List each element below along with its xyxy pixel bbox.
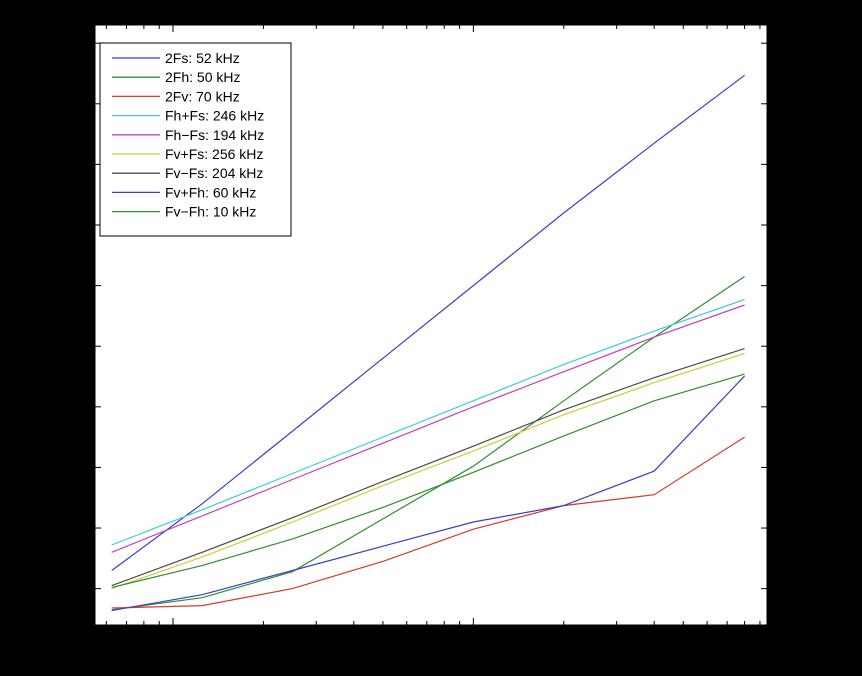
series-line: [111, 352, 745, 590]
y-tick-label: −100: [57, 338, 89, 354]
x-tick-label: 10−1: [159, 634, 186, 652]
y-tick-label: −50: [65, 35, 89, 51]
y-tick-label: −80: [65, 217, 89, 233]
y-tick-label: −90: [65, 278, 89, 294]
series-line: [111, 436, 745, 609]
series-line: [111, 276, 745, 611]
y-tick-label: −130: [57, 520, 89, 536]
legend: 2Fs: 52 kHz 2Fh: 50 kHz 2Fv: 70 kHz Fh+Fs: …: [99, 42, 292, 237]
series-line: [111, 373, 745, 588]
y-axis-label: Signal Amplitude (dB): [27, 258, 43, 393]
x-tick-label: 100: [463, 634, 485, 652]
legend-box: [99, 42, 292, 237]
y-tick-label: −120: [57, 459, 89, 475]
series-line: [111, 74, 745, 571]
y-tick-label: −70: [65, 156, 89, 172]
legend-label: Fh−Fs: 194 kHz: [165, 127, 264, 143]
series-line: [111, 375, 746, 612]
legend-label: Fv+Fh: 60 kHz: [165, 184, 256, 200]
legend-label: Fv+Fs: 256 kHz: [165, 146, 263, 162]
axis-ticks: −140 −130 −120 −110 −100 −90 −80 −70 −60 −50 10−1 1…: [57, 25, 767, 652]
x-axis-label: eta−delta−0 Amplitude (mm): [343, 656, 519, 672]
series-line: [111, 304, 745, 553]
legend-label: Fh+Fs: 246 kHz: [165, 108, 264, 124]
series-line: [111, 348, 745, 587]
legend-label: 2Fh: 50 kHz: [165, 69, 240, 85]
legend-label: Fv−Fs: 204 kHz: [165, 165, 263, 181]
y-tick-label: −60: [65, 96, 89, 112]
series-lines: [111, 74, 746, 612]
y-tick-label: −140: [57, 581, 89, 597]
legend-label: Fv−Fh: 10 kHz: [165, 204, 256, 220]
legend-label: 2Fs: 52 kHz: [165, 50, 240, 66]
legend-label: 2Fv: 70 kHz: [165, 88, 240, 104]
y-tick-label: −110: [59, 399, 90, 415]
series-line: [111, 298, 745, 546]
chart-title: Change in Peak Signals for Quadratic Ter…: [74, 4, 791, 20]
